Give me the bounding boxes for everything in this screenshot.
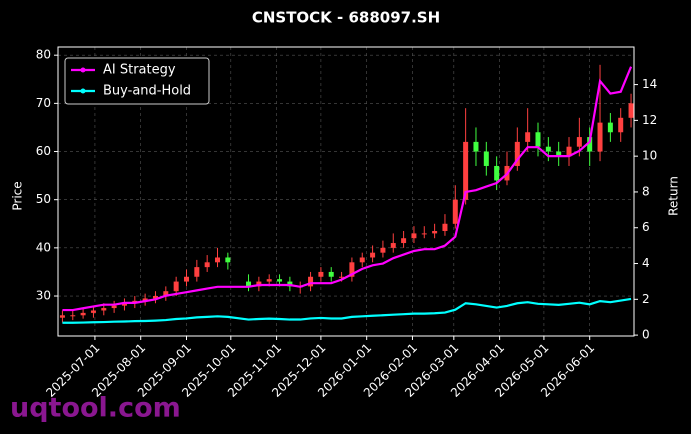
legend-marker (80, 88, 86, 94)
candle-body (442, 223, 448, 231)
y2-axis-label: Return (667, 176, 681, 216)
candle-body (328, 271, 334, 277)
candle-body (142, 298, 148, 301)
legend-marker (80, 67, 86, 73)
y-tick-label: 80 (36, 48, 51, 62)
candle-body (576, 137, 582, 147)
candle-body (525, 132, 531, 142)
y2-tick-label: 10 (642, 149, 657, 163)
candle-body (421, 233, 427, 235)
candle-body (483, 151, 489, 166)
candle-body (277, 279, 283, 282)
legend-box (64, 57, 210, 105)
chart-title: CNSTOCK - 688097.SH (252, 9, 440, 27)
y2-tick-label: 6 (642, 220, 650, 234)
candle-body (246, 281, 252, 287)
candle-body (411, 233, 417, 239)
candle-body (204, 262, 210, 268)
legend-label: Buy-and-Hold (103, 84, 191, 99)
candle-body (401, 238, 407, 244)
candle-body (121, 303, 127, 306)
y2-tick-label: 12 (642, 113, 657, 127)
y-tick-label: 40 (36, 240, 51, 254)
candle-body (628, 103, 634, 118)
watermark: uqtool.com (10, 393, 181, 424)
candle-body (225, 257, 231, 263)
candle-body (152, 296, 158, 299)
candle-body (266, 279, 272, 282)
candle-body (587, 137, 593, 152)
y2-tick-label: 14 (642, 77, 657, 91)
candle-body (359, 257, 365, 263)
candle-body (90, 310, 96, 313)
candle-body (349, 262, 355, 277)
y2-tick-label: 2 (642, 292, 650, 306)
candle-body (473, 141, 479, 152)
candle-body (370, 252, 376, 258)
candle-body (556, 151, 562, 157)
candle-body (308, 276, 314, 287)
candle-body (339, 276, 345, 278)
candle-body (432, 230, 438, 234)
candle-body (194, 267, 200, 277)
candle-body (215, 257, 221, 263)
y-tick-label: 50 (36, 192, 51, 206)
candle-body (535, 132, 541, 147)
line-series (62, 297, 632, 324)
y-tick-label: 70 (36, 96, 51, 110)
candle-body (183, 276, 189, 282)
y2-tick-label: 8 (642, 184, 650, 198)
candle-body (618, 117, 624, 133)
candle-body (70, 315, 76, 317)
candle-body (380, 247, 386, 253)
y-tick-label: 60 (36, 144, 51, 158)
candle-body (390, 243, 396, 248)
line-series (62, 66, 633, 312)
candle-body (566, 146, 572, 157)
candle-body (514, 141, 520, 166)
y-tick-label: 30 (36, 289, 51, 303)
y2-tick-label: 4 (642, 256, 650, 270)
candle-body (80, 312, 86, 316)
y-axis-label: Price (11, 181, 25, 210)
candle-body (173, 281, 179, 292)
candle-body (59, 315, 65, 318)
legend-label: AI Strategy (103, 63, 176, 78)
candle-body (463, 141, 469, 200)
candle-body (452, 199, 458, 224)
candle-body (597, 122, 603, 152)
candle-body (607, 122, 613, 133)
candle-body (163, 291, 169, 297)
candle-body (545, 146, 551, 152)
candle-body (494, 165, 500, 181)
candle-body (111, 305, 117, 309)
candle-body (318, 271, 324, 277)
candle-body (101, 308, 107, 311)
plot-frame (57, 46, 635, 337)
y2-tick-label: 0 (642, 328, 650, 342)
